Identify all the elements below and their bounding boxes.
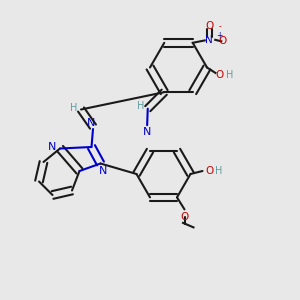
Text: O: O xyxy=(205,21,213,31)
Text: O: O xyxy=(215,70,223,80)
Text: N: N xyxy=(143,127,151,137)
Text: N: N xyxy=(206,35,213,45)
Text: N: N xyxy=(99,166,107,176)
Text: O: O xyxy=(205,166,213,176)
Text: H: H xyxy=(215,166,223,176)
Text: -: - xyxy=(218,22,221,31)
Text: N: N xyxy=(87,118,96,128)
Text: H: H xyxy=(226,70,233,80)
Text: O: O xyxy=(180,212,189,222)
Text: N: N xyxy=(48,142,57,152)
Text: H: H xyxy=(136,101,144,111)
Text: H: H xyxy=(70,103,77,113)
Text: +: + xyxy=(217,31,223,40)
Text: O: O xyxy=(219,36,227,46)
